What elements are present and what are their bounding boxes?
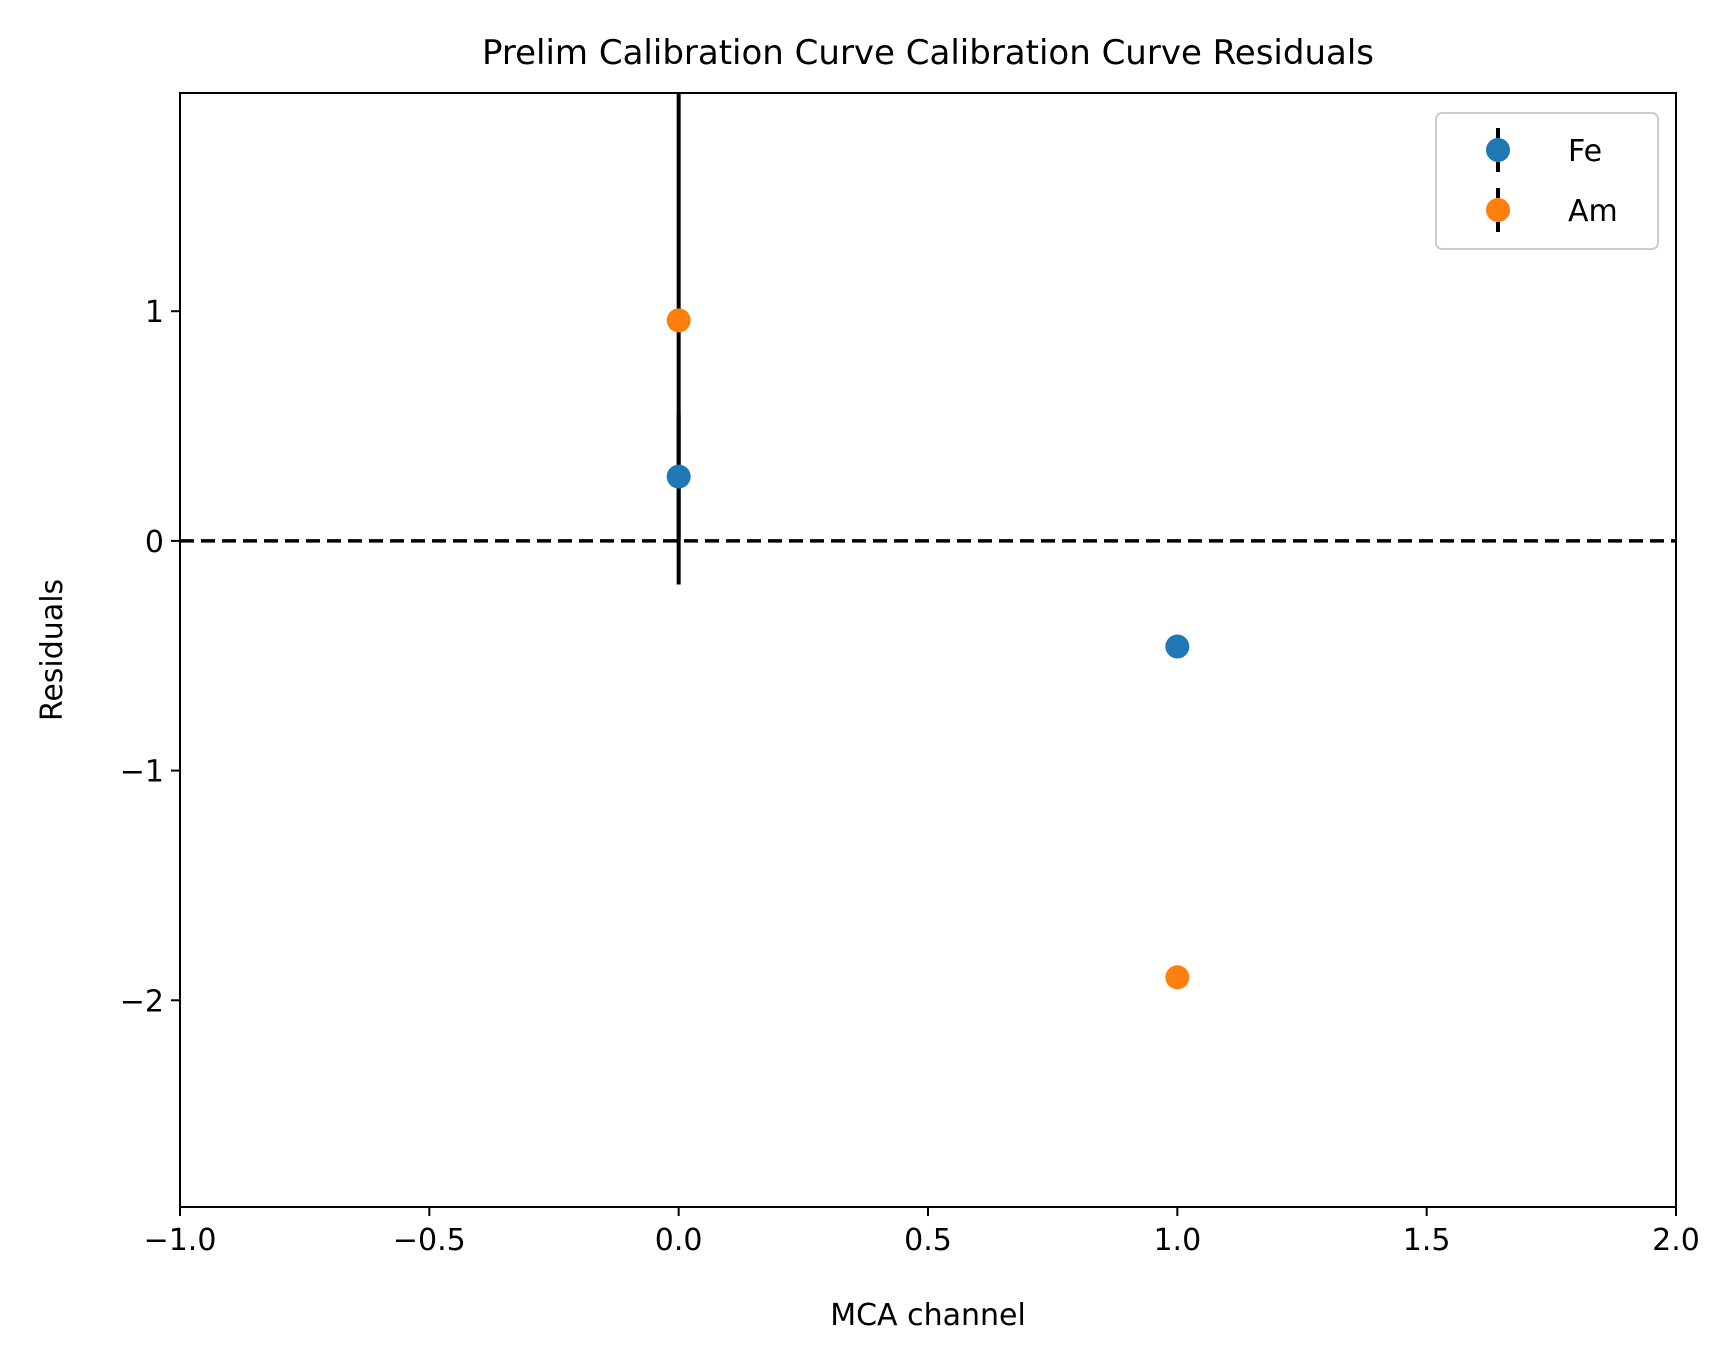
legend-box	[1435, 112, 1659, 250]
x-tick-label: 0.0	[655, 1223, 703, 1258]
y-axis-label: Residuals	[35, 579, 70, 721]
x-axis: −1.0 −0.5 0.0 0.5 1.0 1.5 2.0	[144, 1207, 1700, 1258]
plot-area	[180, 93, 1676, 990]
legend-label-fe: Fe	[1568, 134, 1602, 169]
y-tick-label: −2	[120, 984, 164, 1019]
x-axis-label: MCA channel	[830, 1298, 1026, 1333]
data-point-am-1	[1165, 965, 1190, 990]
x-tick-label: 0.5	[904, 1223, 952, 1258]
legend-marker-fe	[1486, 138, 1510, 162]
legend-marker-am	[1486, 198, 1510, 222]
x-tick-label: 2.0	[1652, 1223, 1700, 1258]
data-point-fe-1	[1165, 634, 1190, 659]
data-point-fe-0	[666, 464, 691, 489]
x-tick-label: −1.0	[144, 1223, 217, 1258]
y-tick-label: −1	[120, 755, 164, 790]
y-tick-label: 0	[145, 525, 164, 560]
y-tick-label: 1	[145, 295, 164, 330]
x-tick-label: 1.5	[1403, 1223, 1451, 1258]
x-tick-label: 1.0	[1153, 1223, 1201, 1258]
legend: Fe Am	[1435, 112, 1659, 250]
legend-label-am: Am	[1568, 194, 1618, 229]
data-point-am-0	[666, 308, 691, 333]
chart-title: Prelim Calibration Curve Calibration Cur…	[482, 33, 1374, 73]
x-tick-label: −0.5	[393, 1223, 466, 1258]
y-axis: −2 −1 0 1	[120, 295, 180, 1019]
